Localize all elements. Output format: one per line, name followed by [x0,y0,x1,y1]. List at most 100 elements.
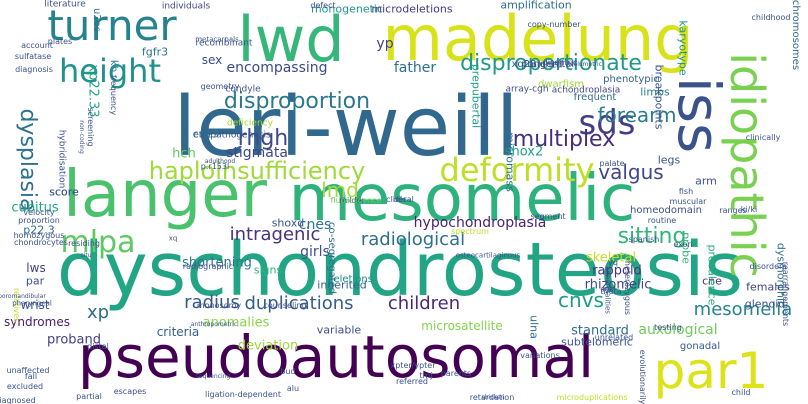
cloud-word: milder [339,196,365,205]
cloud-word: micromass [503,132,517,192]
cloud-word: literature [44,0,86,10]
cloud-word: dysplasia [15,108,40,212]
cloud-word: deletions [327,274,373,285]
cloud-word: shoxd [271,216,305,230]
cloud-word: proband [47,332,101,348]
cloud-word: legs [657,153,681,167]
cloud-word: deformity [439,151,595,189]
cloud-word: individuals [161,1,211,12]
cloud-word: muscular [669,197,707,206]
cloud-word: mesomelia [693,299,793,320]
cloud-word: sitting [617,224,687,249]
cloud-word: valgus [598,160,664,184]
cloud-word: excluded [6,382,44,391]
cloud-word: tmj [419,371,433,380]
cloud-word: parents [440,369,472,378]
cloud-word: array-cgh [505,84,549,95]
cloud-word: routine [647,216,677,225]
cloud-word: proportion [18,216,60,225]
cloud-word: pseudoautosomal [77,323,595,391]
cloud-word: disorders [749,262,787,271]
cloud-word: geometry [200,82,240,91]
cloud-word: fgfr3 [141,45,169,59]
cloud-word: yq [608,258,618,267]
cloud-word: phenotypic [603,74,659,85]
cloud-word: wrist [20,298,50,312]
cloud-word: diagnosis [15,65,53,74]
cloud-word: etiopathogenesis [193,130,271,141]
cloud-word: score [49,185,79,199]
cloud-word: testing [654,323,682,332]
cloud-word: monogenetic [310,2,384,16]
cloud-word: co-segregated [326,221,337,295]
cloud-word: abnormalities [603,266,612,314]
cloud-word: leri-weill [173,80,519,175]
cloud-word: duplications [244,293,354,314]
cloud-word: osteocartilaginous [455,251,521,260]
cloud-word: anomalies [202,315,270,331]
cloud-word: inherited [317,278,367,292]
cloud-word: cne9 [192,127,220,141]
cloud-word: exon [673,240,693,249]
cloud-word: ranges [719,206,747,215]
cloud-word: stigmata [226,145,288,161]
cloud-word: distal [87,342,109,351]
cloud-word: shortening [182,255,252,271]
cloud-word: girls [300,244,330,260]
cloud-word: father [393,60,437,76]
cloud-word: monosomy [196,301,242,310]
cloud-word: sulfatase [14,52,52,61]
cloud-word: recombinant [195,38,253,49]
cloud-word: microdeletions [371,2,453,16]
cloud-word: non-coding [78,120,85,154]
cloud-word: der [393,195,407,204]
cloud-word: hch [172,146,196,162]
cloud-word: chicken [481,394,505,401]
cloud-word: lmd [321,178,359,202]
cloud-word: condyle [225,84,261,95]
cloud-word: multiplex [512,127,616,152]
cloud-word: limbs [640,85,670,99]
cloud-word: radiological [360,229,466,250]
cloud-word: theta [600,287,622,296]
cloud-word: xp [86,302,110,323]
cloud-word: volumetric [569,61,603,68]
cloud-word: frequent [573,92,617,103]
cloud-word: xpter/ypter [390,361,436,370]
cloud-word: sds [578,103,636,143]
cloud-word: fish [678,187,694,196]
cloud-word: retardation [469,393,515,402]
cloud-word: sex [201,53,223,67]
cloud-word: langer [63,158,267,232]
cloud-word: achondroplasia [551,85,621,96]
cloud-word: iss [665,76,733,154]
cloud-word: radiographic [182,262,234,271]
cloud-word: ki/ki [740,205,758,214]
cloud-word: arched [531,60,563,71]
cloud-word: metacarpals [195,35,239,44]
cloud-word: adulthood [204,158,236,165]
cloud-word: account [21,41,53,50]
cloud-word: p22.3 [23,223,55,237]
cloud-word: hypochondroplasia [413,215,547,231]
cloud-word: fluorescence [330,196,382,205]
cloud-word: karyotype [676,20,690,76]
cloud-word: anthropometric [190,321,238,328]
cloud-word: bud [280,367,296,376]
cloud-word: cnvs [558,288,604,312]
cloud-word: microsatellite [421,319,503,333]
cloud-word: diagnosed [0,396,36,404]
cloud-word: par1 [653,342,769,400]
cloud-word: velocity [23,208,55,217]
cloud-word: frequency [109,74,118,116]
cloud-word: criteria [156,325,200,339]
cloud-word: mlpa [60,225,136,260]
cloud-word: copy-number [527,20,581,29]
cloud-word: prepubertal [469,63,483,129]
cloud-word: rappold [592,263,642,279]
cloud-word: defect [310,1,336,10]
cloud-word: shox2 [504,144,544,160]
cloud-word: evolutionarily [638,349,647,404]
cloud-word: gonadal [679,341,721,352]
cloud-word: dicentric [542,58,578,67]
